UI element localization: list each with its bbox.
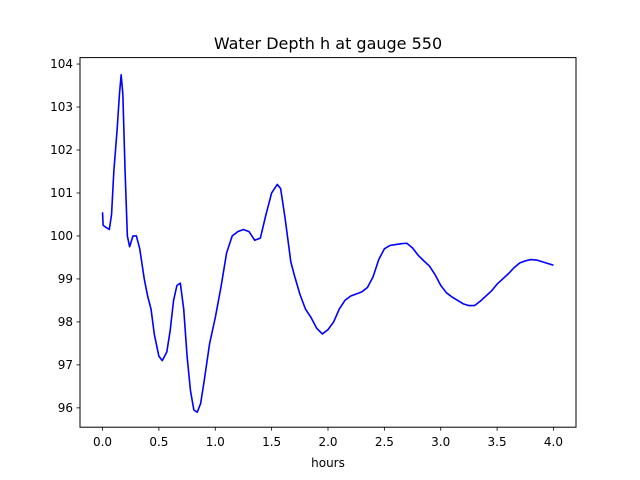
y-tick-label: 96	[58, 401, 73, 415]
series-line-0	[101, 73, 554, 413]
y-axis: 96 97 98 99 100 101 102 103 104	[50, 57, 80, 415]
plot-area	[101, 73, 554, 413]
y-tick-label: 97	[58, 358, 73, 372]
x-tick-label: 3.5	[488, 435, 507, 449]
y-tick-label: 103	[50, 100, 73, 114]
chart-title: Water Depth h at gauge 550	[214, 34, 442, 53]
y-tick-label: 100	[50, 229, 73, 243]
y-tick-label: 104	[50, 57, 73, 71]
x-tick-label: 2.5	[375, 435, 394, 449]
y-tick-label: 98	[58, 315, 73, 329]
y-tick-label: 101	[50, 186, 73, 200]
y-tick-label: 102	[50, 143, 73, 157]
x-axis: 0.0 0.5 1.0 1.5 2.0 2.5 3.0 3.5 4.0	[93, 427, 563, 449]
plot-frame	[79, 57, 577, 428]
x-tick-label: 4.0	[544, 435, 563, 449]
x-axis-label: hours	[311, 456, 345, 470]
x-tick-label: 1.0	[206, 435, 225, 449]
x-tick-label: 0.0	[93, 435, 112, 449]
x-tick-label: 0.5	[149, 435, 168, 449]
y-tick-label: 99	[58, 272, 73, 286]
x-tick-label: 3.0	[431, 435, 450, 449]
x-tick-label: 2.0	[318, 435, 337, 449]
x-tick-label: 1.5	[262, 435, 281, 449]
